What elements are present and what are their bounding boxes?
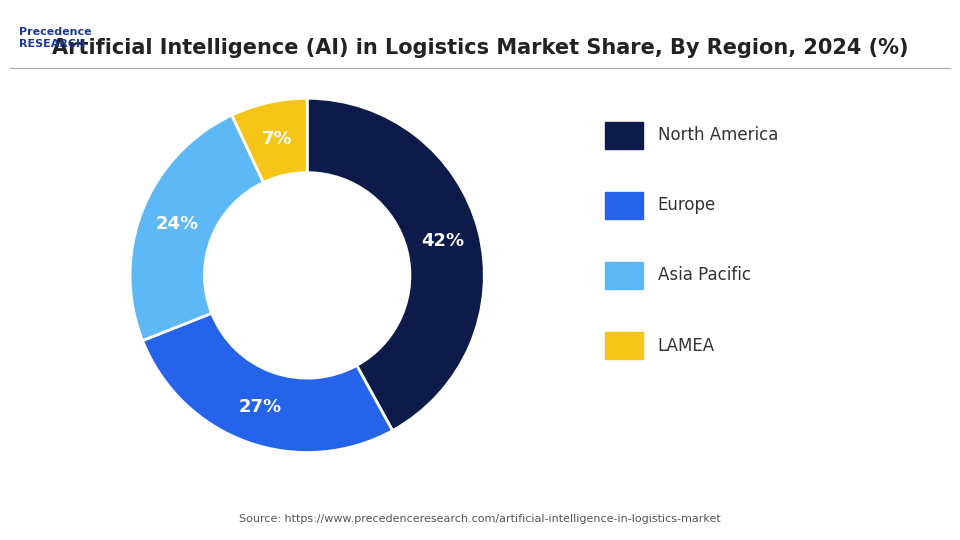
Text: 7%: 7% <box>261 130 292 148</box>
Text: Asia Pacific: Asia Pacific <box>658 266 751 285</box>
Text: 24%: 24% <box>156 215 199 233</box>
Wedge shape <box>231 98 307 183</box>
Text: Source: https://www.precedenceresearch.com/artificial-intelligence-in-logistics-: Source: https://www.precedenceresearch.c… <box>239 514 721 524</box>
Text: 27%: 27% <box>238 398 281 416</box>
Text: Artificial Intelligence (AI) in Logistics Market Share, By Region, 2024 (%): Artificial Intelligence (AI) in Logistic… <box>52 38 908 58</box>
Wedge shape <box>307 98 484 430</box>
Text: North America: North America <box>658 126 778 144</box>
Wedge shape <box>142 313 393 453</box>
Text: Europe: Europe <box>658 196 716 214</box>
Text: LAMEA: LAMEA <box>658 336 715 355</box>
Text: 42%: 42% <box>421 232 465 249</box>
Wedge shape <box>131 115 263 341</box>
Text: Precedence
RESEARCH: Precedence RESEARCH <box>19 27 92 49</box>
